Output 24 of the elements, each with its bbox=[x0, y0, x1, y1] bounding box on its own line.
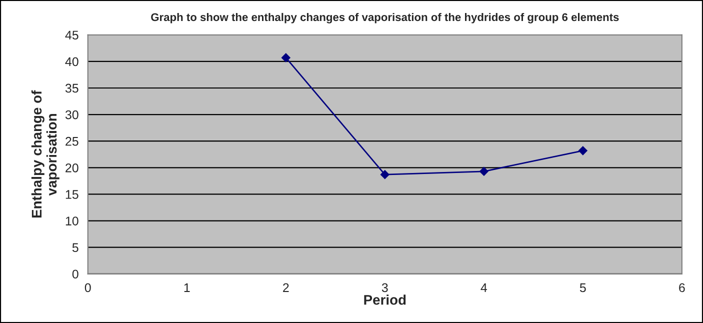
y-tick-label: 25 bbox=[66, 136, 78, 146]
y-tick-label: 45 bbox=[65, 30, 78, 40]
point bbox=[578, 146, 588, 156]
chart-title: Graph to show the enthalpy changes of vaporisation of the hydrides of group 6 elements bbox=[151, 12, 619, 24]
point bbox=[479, 166, 488, 176]
y-tick-label: 35 bbox=[65, 84, 78, 93]
x-tick-label: 0 bbox=[84, 283, 91, 292]
y-tick-label: 40 bbox=[65, 57, 78, 66]
y-tick-label: 30 bbox=[65, 110, 78, 120]
point bbox=[281, 53, 290, 62]
x-axis-title: Period bbox=[364, 294, 406, 305]
y-tick-label: 20 bbox=[66, 163, 78, 172]
point bbox=[380, 170, 390, 180]
y-axis-title: Enthalpy change of vaporisation bbox=[31, 90, 60, 218]
x-tick-label: 2 bbox=[283, 283, 289, 292]
y-tick-label: 5 bbox=[72, 243, 78, 252]
y-tick-label: 0 bbox=[72, 270, 78, 279]
x-tick-label: 4 bbox=[480, 283, 488, 292]
y-tick-label: 10 bbox=[66, 216, 78, 226]
x-tick-label: 3 bbox=[382, 283, 388, 292]
x-tick-label: 6 bbox=[679, 283, 685, 292]
y-tick-label: 15 bbox=[66, 190, 78, 199]
x-tick-label: 5 bbox=[580, 283, 586, 292]
x-tick-label: 1 bbox=[184, 283, 190, 292]
